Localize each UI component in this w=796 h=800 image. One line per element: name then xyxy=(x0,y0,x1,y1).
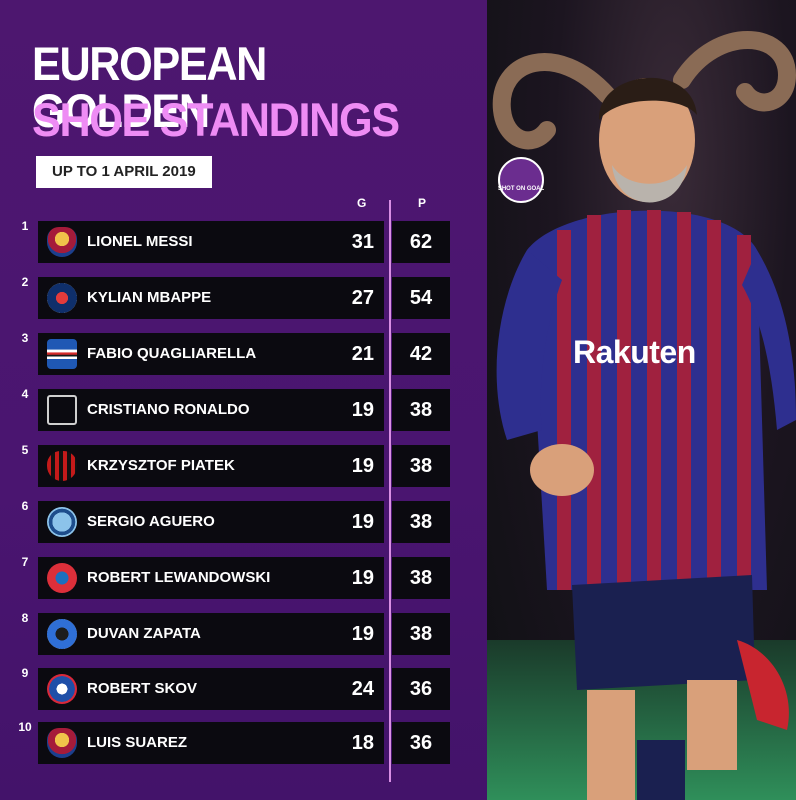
player-name: ROBERT SKOV xyxy=(87,680,198,697)
table-row: 7 ROBERT LEWANDOWSKI 19 38 xyxy=(0,555,487,599)
psg-crest-icon xyxy=(47,283,77,313)
points-value: 62 xyxy=(392,221,450,263)
player-bar: SERGIO AGUERO 19 xyxy=(38,501,384,543)
barcelona-crest-icon xyxy=(47,728,77,758)
juventus-crest-icon xyxy=(47,395,77,425)
title-line-2: SHOE STANDINGS xyxy=(32,93,400,146)
table-row: 8 DUVAN ZAPATA 19 38 xyxy=(0,611,487,655)
player-name: KYLIAN MBAPPE xyxy=(87,289,212,306)
points-value: 38 xyxy=(392,445,450,487)
player-bar: DUVAN ZAPATA 19 xyxy=(38,613,384,655)
goals-value: 19 xyxy=(351,399,374,421)
rank-number: 1 xyxy=(21,219,29,233)
points-value: 36 xyxy=(392,668,450,710)
goals-value: 27 xyxy=(351,287,374,309)
goals-value: 24 xyxy=(351,678,374,700)
points-value: 38 xyxy=(392,613,450,655)
table-row: 2 KYLIAN MBAPPE 27 54 xyxy=(0,275,487,319)
logo-text: SHOT ON GOAL xyxy=(497,186,545,192)
bayern-crest-icon xyxy=(47,563,77,593)
fc-copenhagen-crest-icon xyxy=(47,674,77,704)
sponsor-text: Rakuten xyxy=(573,334,696,370)
table-row: 10 LUIS SUAREZ 18 36 xyxy=(0,720,487,764)
goals-value: 19 xyxy=(351,567,374,589)
player-bar: CRISTIANO RONALDO 19 xyxy=(38,389,384,431)
player-name: FABIO QUAGLIARELLA xyxy=(87,345,257,362)
player-name: LUIS SUAREZ xyxy=(87,734,188,751)
points-column-header: P xyxy=(418,196,427,210)
rank-number: 3 xyxy=(21,331,29,345)
player-name: ROBERT LEWANDOWSKI xyxy=(87,569,271,586)
rank-number: 10 xyxy=(18,720,32,734)
player-name: CRISTIANO RONALDO xyxy=(87,401,250,418)
player-name: KRZYSZTOF PIATEK xyxy=(87,457,235,474)
goals-value: 31 xyxy=(351,231,374,253)
shot-on-goal-logo-icon xyxy=(498,157,544,203)
table-row: 1 LIONEL MESSI 31 62 xyxy=(0,219,487,263)
player-bar: LUIS SUAREZ 18 xyxy=(38,722,384,764)
goals-value: 21 xyxy=(351,343,374,365)
goals-value: 19 xyxy=(351,455,374,477)
player-illustration xyxy=(492,31,796,800)
points-value: 42 xyxy=(392,333,450,375)
man-city-crest-icon xyxy=(47,507,77,537)
ac-milan-crest-icon xyxy=(47,451,77,481)
atalanta-crest-icon xyxy=(47,619,77,649)
rank-number: 2 xyxy=(21,275,29,289)
points-value: 36 xyxy=(392,722,450,764)
goals-value: 19 xyxy=(351,511,374,533)
title-line-1: EUROPEAN GOLDEN xyxy=(32,37,267,137)
player-photo: Rakuten SHOT ON GOAL xyxy=(487,0,796,800)
sampdoria-crest-icon xyxy=(47,339,77,369)
player-bar: KYLIAN MBAPPE 27 xyxy=(38,277,384,319)
goals-value: 18 xyxy=(351,732,374,754)
table-row: 5 KRZYSZTOF PIATEK 19 38 xyxy=(0,443,487,487)
goals-value: 19 xyxy=(351,623,374,645)
player-name: LIONEL MESSI xyxy=(87,233,193,250)
date-badge: UP TO 1 APRIL 2019 xyxy=(36,156,212,188)
table-row: 3 FABIO QUAGLIARELLA 21 42 xyxy=(0,331,487,375)
table-row: 6 SERGIO AGUERO 19 38 xyxy=(0,499,487,543)
standings-panel: EUROPEAN GOLDEN SHOE STANDINGS UP TO 1 A… xyxy=(0,0,487,800)
player-name: SERGIO AGUERO xyxy=(87,513,215,530)
player-bar: ROBERT LEWANDOWSKI 19 xyxy=(38,557,384,599)
player-name: DUVAN ZAPATA xyxy=(87,625,201,642)
points-value: 38 xyxy=(392,557,450,599)
player-bar: FABIO QUAGLIARELLA 21 xyxy=(38,333,384,375)
player-bar: LIONEL MESSI 31 xyxy=(38,221,384,263)
rank-number: 5 xyxy=(21,443,29,457)
rank-number: 7 xyxy=(21,555,29,569)
table-row: 4 CRISTIANO RONALDO 19 38 xyxy=(0,387,487,431)
table-row: 9 ROBERT SKOV 24 36 xyxy=(0,666,487,710)
player-bar: ROBERT SKOV 24 xyxy=(38,668,384,710)
rank-number: 6 xyxy=(21,499,29,513)
rank-number: 4 xyxy=(21,387,29,401)
column-divider xyxy=(389,200,391,782)
player-bar: KRZYSZTOF PIATEK 19 xyxy=(38,445,384,487)
rank-number: 9 xyxy=(21,666,29,680)
points-value: 54 xyxy=(392,277,450,319)
points-value: 38 xyxy=(392,389,450,431)
rank-number: 8 xyxy=(21,611,29,625)
points-value: 38 xyxy=(392,501,450,543)
goals-column-header: G xyxy=(357,196,367,210)
barcelona-crest-icon xyxy=(47,227,77,257)
